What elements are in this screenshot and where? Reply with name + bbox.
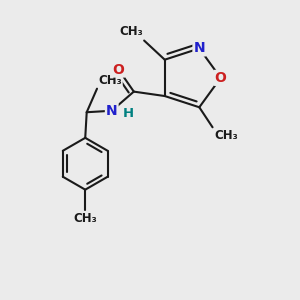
Text: N: N	[194, 41, 205, 56]
Text: CH₃: CH₃	[214, 129, 238, 142]
Text: O: O	[112, 62, 124, 76]
Text: O: O	[215, 71, 226, 85]
Text: H: H	[123, 106, 134, 120]
Text: N: N	[106, 104, 118, 118]
Text: CH₃: CH₃	[74, 212, 97, 225]
Text: CH₃: CH₃	[98, 74, 122, 87]
Text: CH₃: CH₃	[119, 25, 143, 38]
